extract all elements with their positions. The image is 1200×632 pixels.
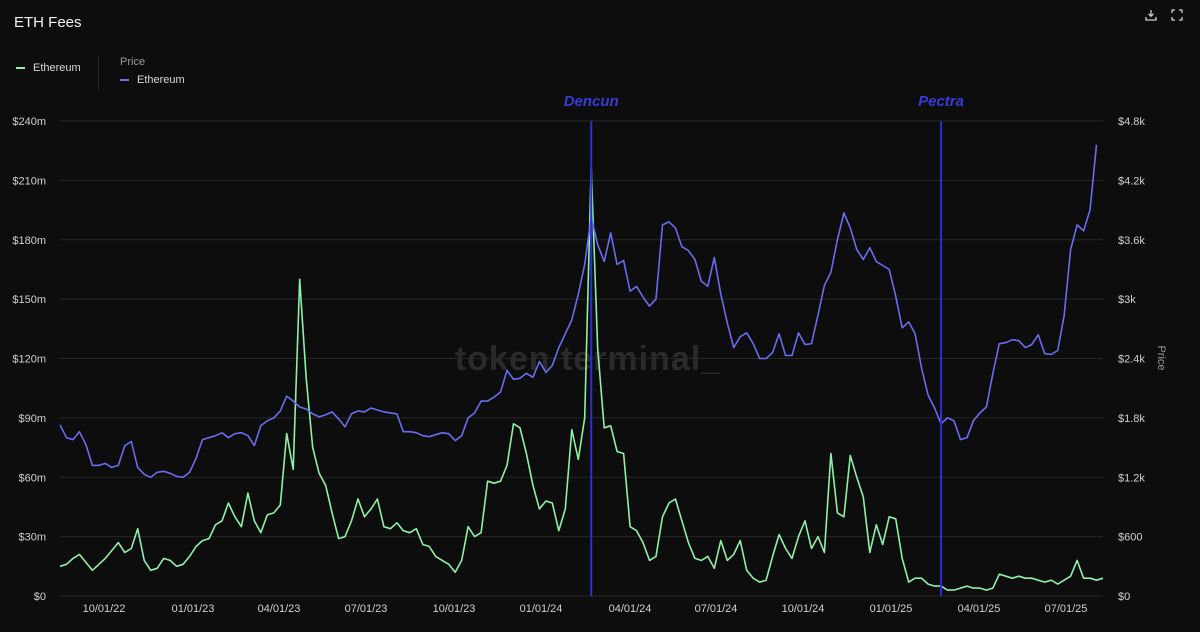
- x-tick-label: 07/01/25: [1045, 603, 1088, 615]
- x-tick-label: 01/01/25: [870, 603, 913, 615]
- download-icon[interactable]: [1144, 8, 1158, 22]
- legend-heading-price: Price: [120, 56, 146, 68]
- y-right-axis-title: Price: [1155, 345, 1167, 370]
- y-right-tick-label: $3.6k: [1118, 235, 1145, 247]
- x-tick-label: 01/01/24: [520, 603, 563, 615]
- legend-price[interactable]: Price Ethereum: [120, 56, 185, 86]
- legend-label-price: Ethereum: [137, 74, 185, 86]
- legend-divider: [98, 56, 99, 90]
- y-left-tick-label: $150m: [12, 294, 46, 306]
- y-right-tick-label: $4.2k: [1118, 175, 1145, 187]
- y-right-tick-label: $600: [1118, 532, 1142, 544]
- x-tick-label: 04/01/23: [258, 603, 301, 615]
- y-left-tick-label: $0: [34, 591, 46, 603]
- x-tick-label: 07/01/24: [695, 603, 738, 615]
- event-label-dencun: Dencun: [564, 93, 619, 110]
- y-left-tick-label: $90m: [18, 413, 46, 425]
- y-right-tick-label: $2.4k: [1118, 354, 1145, 366]
- legend-fees[interactable]: Ethereum: [16, 62, 81, 74]
- x-tick-label: 04/01/25: [958, 603, 1001, 615]
- price-series-line[interactable]: [59, 144, 1098, 479]
- y-right-tick-label: $0: [1118, 591, 1130, 603]
- y-left-tick-label: $240m: [12, 116, 46, 128]
- y-left-tick-label: $60m: [18, 472, 46, 484]
- y-right-tick-label: $4.8k: [1118, 116, 1145, 128]
- y-left-tick-label: $180m: [12, 235, 46, 247]
- y-right-tick-label: $1.2k: [1118, 472, 1145, 484]
- legend-swatch-price: [120, 79, 129, 81]
- fees-series-line[interactable]: [59, 165, 1104, 591]
- x-tick-label: 10/01/22: [83, 603, 126, 615]
- watermark: token terminal_: [455, 340, 721, 378]
- x-tick-label: 07/01/23: [345, 603, 388, 615]
- x-tick-label: 10/01/24: [782, 603, 825, 615]
- y-left-tick-label: $30m: [18, 532, 46, 544]
- x-tick-label: 01/01/23: [172, 603, 215, 615]
- y-right-tick-label: $1.8k: [1118, 413, 1145, 425]
- y-left-tick-label: $210m: [12, 175, 46, 187]
- expand-icon[interactable]: [1170, 8, 1184, 22]
- legend-swatch-fees: [16, 67, 25, 69]
- chart-title: ETH Fees: [14, 14, 82, 31]
- y-left-tick-label: $120m: [12, 354, 46, 366]
- x-tick-label: 04/01/24: [609, 603, 652, 615]
- y-right-tick-label: $3k: [1118, 294, 1136, 306]
- event-label-pectra: Pectra: [918, 93, 964, 110]
- legend-label-fees: Ethereum: [33, 62, 81, 74]
- x-tick-label: 10/01/23: [433, 603, 476, 615]
